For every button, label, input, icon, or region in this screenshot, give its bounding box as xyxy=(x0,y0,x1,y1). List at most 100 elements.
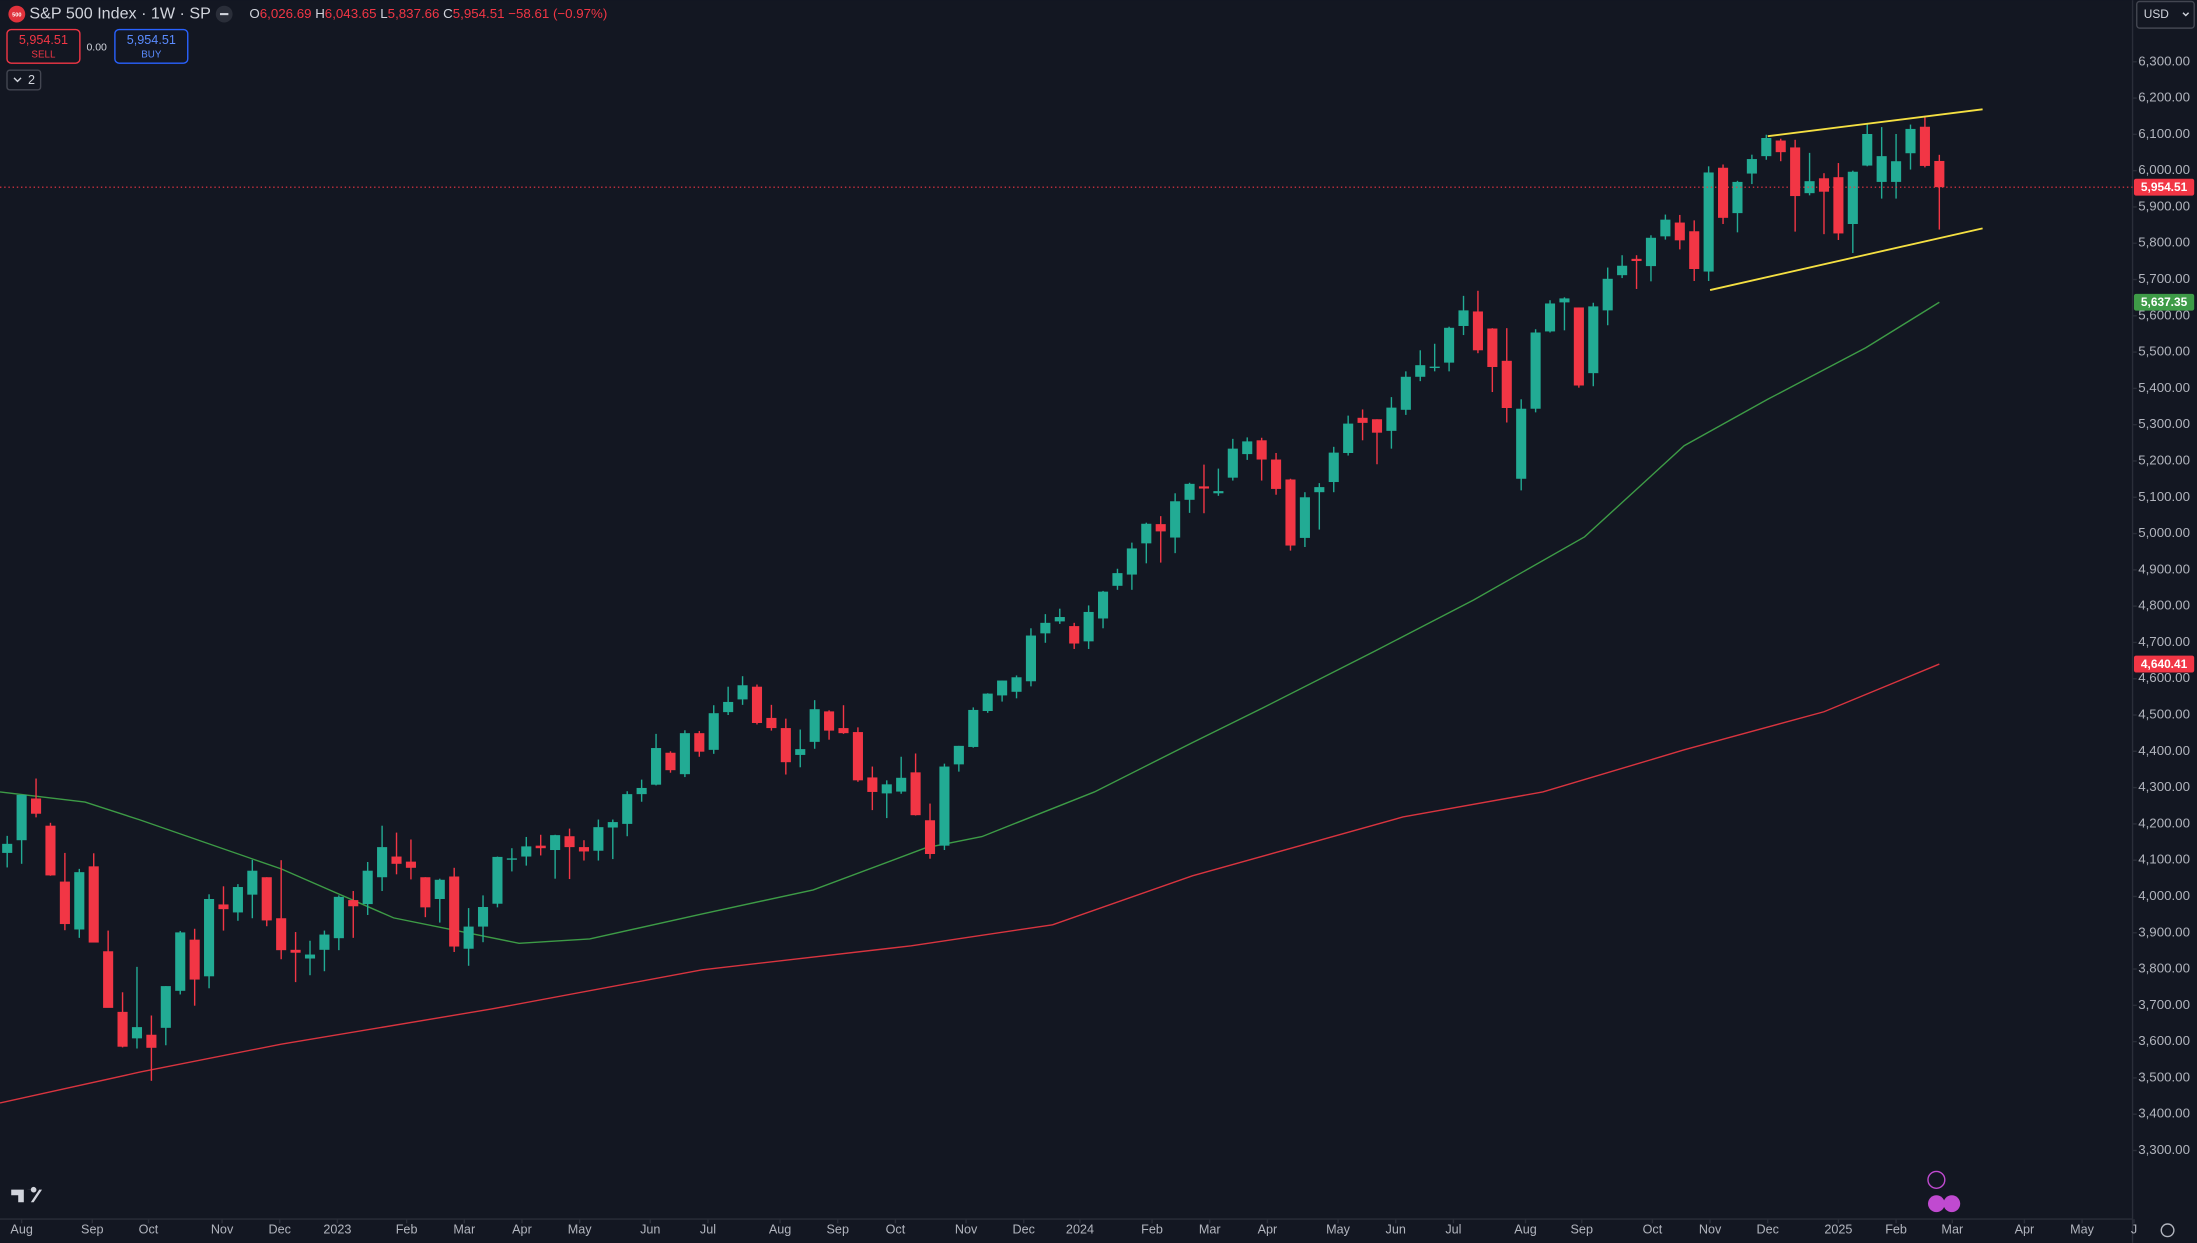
ohlc-value: 5,837.66 xyxy=(388,6,440,21)
settings-icon[interactable] xyxy=(2160,1223,2175,1238)
x-tick-label: Oct xyxy=(886,1223,906,1237)
candle-body xyxy=(809,709,820,742)
symbol-logo xyxy=(8,5,26,23)
footer-icons xyxy=(11,1170,2175,1238)
y-tick-label: 4,000.00 xyxy=(2138,888,2190,903)
candle-body xyxy=(1472,311,1483,351)
candle-body xyxy=(1458,310,1469,326)
trend-line xyxy=(1767,108,1983,138)
y-tick-label: 5,500.00 xyxy=(2138,344,2190,359)
candle-body xyxy=(1689,231,1700,270)
candle-body xyxy=(924,820,936,855)
candle-body xyxy=(1415,365,1426,377)
y-tick-label: 4,400.00 xyxy=(2138,743,2190,758)
event-icon[interactable] xyxy=(1927,1195,1945,1213)
x-tick-label: Dec xyxy=(1013,1223,1035,1237)
candle-body xyxy=(1761,137,1772,157)
candle-body xyxy=(1155,524,1166,532)
candle-body xyxy=(1919,126,1930,166)
candle-body xyxy=(319,934,330,950)
candle-body xyxy=(1602,278,1613,311)
x-tick-label: Aug xyxy=(1514,1223,1536,1237)
x-tick-label: 2025 xyxy=(1824,1223,1852,1237)
candle-body xyxy=(477,906,489,927)
x-tick-label: May xyxy=(568,1223,593,1237)
trend-line xyxy=(1709,227,1983,291)
candle-body xyxy=(45,825,56,876)
y-tick-label: 3,900.00 xyxy=(2138,924,2190,939)
candle-body xyxy=(535,845,546,849)
candle-body xyxy=(1660,219,1671,237)
spread: 0.00 xyxy=(86,42,107,54)
ohlc-values: O6,026.69 H6,043.65 L5,837.66 C5,954.51 … xyxy=(249,6,607,21)
price-badge xyxy=(2133,655,2195,673)
candle-body xyxy=(1170,501,1181,538)
ohlc-key: L xyxy=(380,6,387,21)
price-badge-label: 5,954.51 xyxy=(2141,180,2188,194)
candle-body xyxy=(74,872,85,930)
candle-body xyxy=(1674,222,1685,241)
y-tick-label: 6,200.00 xyxy=(2138,90,2190,105)
candle-body xyxy=(1775,140,1786,153)
y-tick-label: 3,600.00 xyxy=(2138,1033,2190,1048)
candle-body xyxy=(59,881,70,925)
event-icon[interactable] xyxy=(1927,1170,1946,1189)
indicators-count: 2 xyxy=(28,73,35,87)
candle-body xyxy=(1054,617,1065,622)
y-tick-label: 4,500.00 xyxy=(2138,707,2190,722)
candle-body xyxy=(795,749,806,755)
y-tick-label: 5,800.00 xyxy=(2138,235,2190,250)
candle-body xyxy=(1429,366,1440,369)
ohlc-key: C xyxy=(443,6,453,21)
candle-body xyxy=(276,918,287,951)
candle-body xyxy=(1804,181,1815,194)
candle-body xyxy=(1271,459,1282,489)
price-badge xyxy=(2133,293,2195,311)
candle-body xyxy=(780,728,791,763)
candle-body xyxy=(1818,178,1830,192)
candle-body xyxy=(420,877,431,908)
candle-body xyxy=(1328,452,1339,483)
candle-body xyxy=(1732,181,1743,214)
x-tick-label: Nov xyxy=(211,1223,234,1237)
candle-body xyxy=(867,777,878,792)
currency-button[interactable] xyxy=(2136,0,2195,29)
candle-body xyxy=(679,733,690,775)
event-icon[interactable] xyxy=(1943,1195,1961,1213)
candle-body xyxy=(1487,328,1498,367)
candle-body xyxy=(651,748,662,785)
candle-body xyxy=(1040,622,1051,634)
candle-body xyxy=(1227,448,1238,478)
candle-body xyxy=(953,745,964,765)
candle-body xyxy=(492,856,503,904)
y-tick-label: 4,100.00 xyxy=(2138,852,2190,867)
y-tick-label: 4,300.00 xyxy=(2138,779,2190,794)
indicators-toggle[interactable] xyxy=(6,69,42,91)
candle-body xyxy=(694,733,705,752)
buy-button[interactable] xyxy=(114,28,189,64)
x-tick-label: Jun xyxy=(640,1223,660,1237)
x-tick-label: Jun xyxy=(1386,1223,1406,1237)
candle-body xyxy=(564,836,575,848)
price-badge xyxy=(2133,178,2195,196)
sell-button[interactable] xyxy=(6,28,81,64)
candle-body xyxy=(1242,441,1253,455)
x-tick-label: J xyxy=(2131,1223,2137,1237)
candle-body xyxy=(434,879,445,900)
candle-body xyxy=(362,870,373,905)
y-tick-label: 3,700.00 xyxy=(2138,997,2190,1012)
y-tick-label: 3,500.00 xyxy=(2138,1069,2190,1084)
moving-average xyxy=(0,301,1940,944)
x-tick-label: Apr xyxy=(2015,1223,2035,1237)
candle-body xyxy=(261,877,272,921)
x-tick-label: Jul xyxy=(700,1223,716,1237)
y-tick-label: 5,600.00 xyxy=(2138,307,2190,322)
candle-body xyxy=(2,843,13,853)
tv-logo xyxy=(11,1186,43,1203)
candle-body xyxy=(521,846,532,857)
candle-body xyxy=(290,949,301,953)
y-tick-label: 5,400.00 xyxy=(2138,380,2190,395)
plot-area: 3,300.00 3,400.00 3,500.00 3,600.00 3,700.00… xyxy=(0,53,2195,1237)
candle-body xyxy=(175,932,186,991)
